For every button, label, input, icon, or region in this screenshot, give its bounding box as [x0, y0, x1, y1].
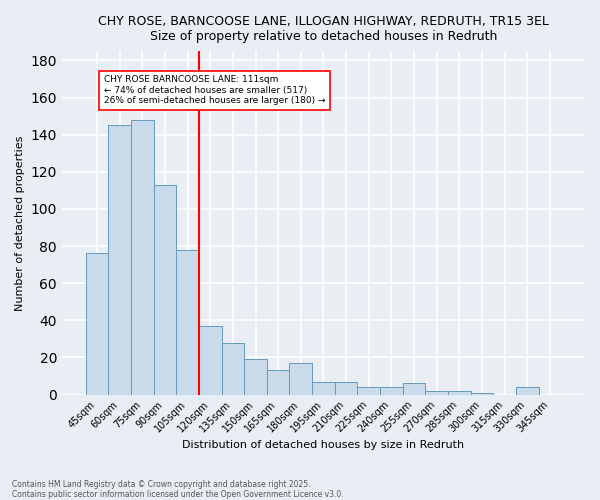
Text: Contains HM Land Registry data © Crown copyright and database right 2025.
Contai: Contains HM Land Registry data © Crown c…: [12, 480, 344, 499]
Bar: [86, 254, 109, 394]
Bar: [267, 370, 289, 394]
Bar: [470, 392, 493, 394]
Text: CHY ROSE BARNCOOSE LANE: 111sqm
← 74% of detached houses are smaller (517)
26% o: CHY ROSE BARNCOOSE LANE: 111sqm ← 74% of…: [104, 75, 325, 105]
Bar: [312, 382, 335, 394]
Bar: [516, 387, 539, 394]
Bar: [358, 387, 380, 394]
Bar: [425, 391, 448, 394]
Bar: [131, 120, 154, 394]
Bar: [199, 326, 221, 394]
Bar: [335, 382, 358, 394]
Y-axis label: Number of detached properties: Number of detached properties: [15, 135, 25, 310]
Title: CHY ROSE, BARNCOOSE LANE, ILLOGAN HIGHWAY, REDRUTH, TR15 3EL
Size of property re: CHY ROSE, BARNCOOSE LANE, ILLOGAN HIGHWA…: [98, 15, 549, 43]
Bar: [380, 387, 403, 394]
Bar: [244, 360, 267, 394]
Bar: [154, 185, 176, 394]
Bar: [109, 126, 131, 394]
Bar: [403, 384, 425, 394]
Bar: [448, 391, 470, 394]
Bar: [221, 342, 244, 394]
Bar: [289, 363, 312, 394]
X-axis label: Distribution of detached houses by size in Redruth: Distribution of detached houses by size …: [182, 440, 464, 450]
Bar: [176, 250, 199, 394]
